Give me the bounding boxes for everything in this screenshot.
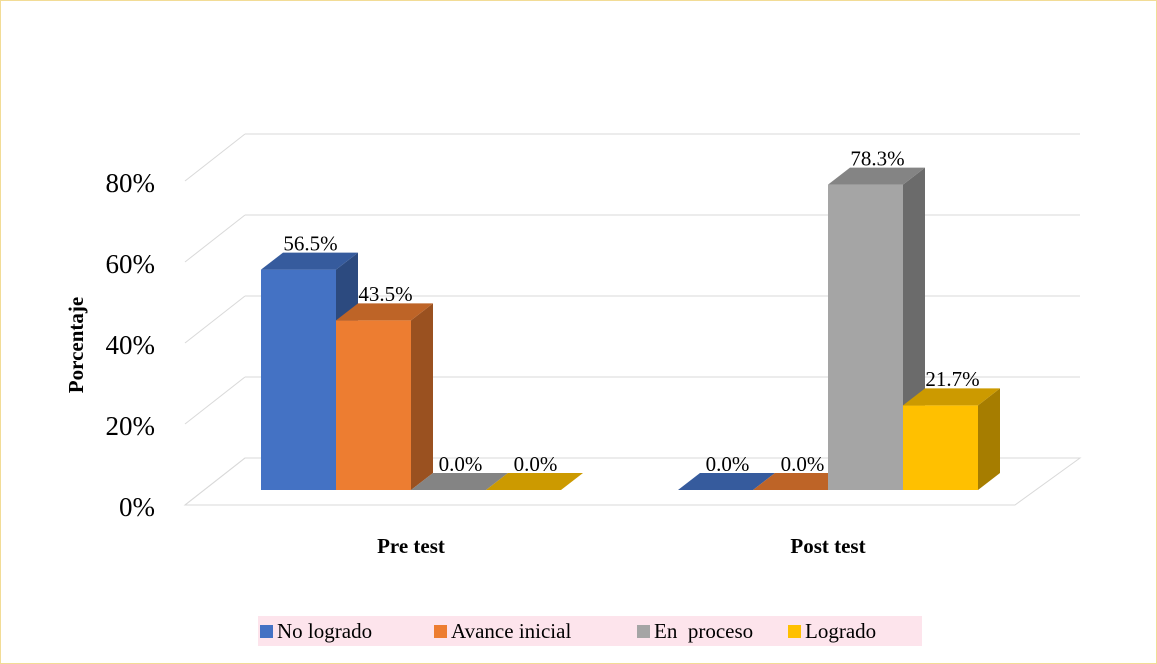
value-label: 0.0% — [781, 452, 825, 476]
y-tick-label: 80% — [106, 168, 156, 198]
value-label: 43.5% — [358, 282, 412, 306]
legend-swatch — [788, 625, 801, 638]
grid-line-side — [184, 295, 246, 344]
bar — [336, 303, 433, 490]
value-label: 0.0% — [706, 452, 750, 476]
grid-line-side — [184, 376, 246, 425]
bar — [903, 388, 1000, 490]
grid-line-side — [184, 133, 246, 182]
legend-swatch — [260, 625, 273, 638]
bar-side — [978, 388, 1000, 490]
bar-front — [261, 269, 336, 490]
bar-top — [486, 473, 583, 490]
legend-label: En proceso — [654, 619, 753, 643]
legend-background — [258, 616, 922, 646]
x-tick-label: Post test — [790, 534, 865, 558]
bar — [486, 473, 583, 490]
legend-label: No logrado — [277, 619, 372, 643]
value-label: 56.5% — [283, 231, 337, 255]
grid-line-side — [184, 214, 246, 263]
y-tick-label: 40% — [106, 330, 156, 360]
y-axis-title: Porcentaje — [64, 297, 88, 393]
legend-label: Logrado — [805, 619, 876, 643]
bar-front — [828, 184, 903, 490]
bar-front — [903, 405, 978, 490]
value-label: 0.0% — [514, 452, 558, 476]
bar-side — [411, 303, 433, 490]
bar — [753, 473, 850, 490]
y-tick-label: 20% — [106, 411, 156, 441]
bar-top — [261, 252, 358, 270]
value-label: 21.7% — [925, 367, 979, 391]
bar-top — [903, 388, 1000, 406]
bar-top — [336, 303, 433, 321]
bar-top — [678, 473, 775, 490]
y-tick-label: 60% — [106, 249, 156, 279]
legend-swatch — [434, 625, 447, 638]
bar — [678, 473, 775, 490]
grid-line-side — [184, 457, 246, 506]
bar — [411, 473, 508, 490]
legend-label: Avance inicial — [451, 619, 571, 643]
legend-swatch — [637, 625, 650, 638]
value-label: 78.3% — [850, 146, 904, 170]
bar-front — [336, 320, 411, 490]
bar-top — [828, 167, 925, 185]
bar-top — [753, 473, 850, 490]
bar-top — [411, 473, 508, 490]
x-tick-label: Pre test — [377, 534, 445, 558]
y-tick-label: 0% — [119, 492, 155, 522]
value-label: 0.0% — [439, 452, 483, 476]
